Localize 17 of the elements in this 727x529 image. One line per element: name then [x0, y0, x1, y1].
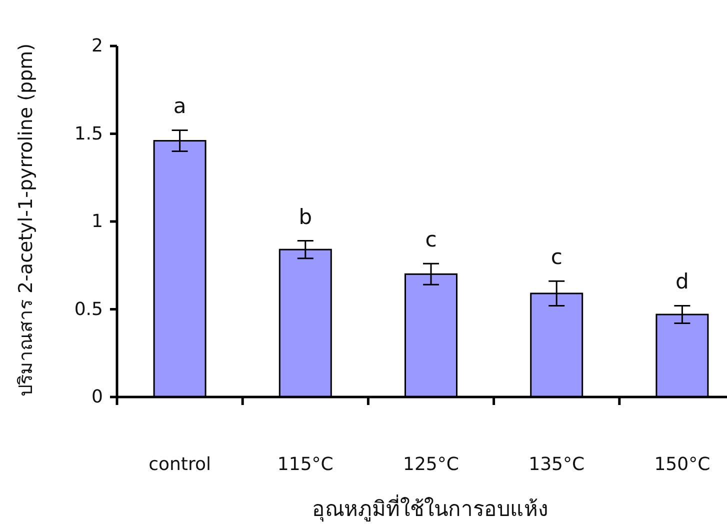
y-tick-label: 0.5 — [74, 298, 103, 320]
annotation: c — [425, 228, 437, 252]
y-tick-label: 0 — [92, 386, 103, 408]
annotation: c — [550, 245, 562, 270]
y-tick-label: 1.5 — [74, 123, 103, 144]
annotation: a — [173, 94, 186, 118]
x-tick-label: control — [148, 454, 212, 475]
annotation: d — [676, 270, 689, 294]
y-tick-label: 1 — [92, 211, 103, 232]
x-tick-label: 150°C — [654, 454, 710, 475]
y-tick-label: 2 — [92, 36, 103, 56]
x-tick-label: 125°C — [403, 454, 459, 475]
x-tick-label: 115°C — [277, 454, 334, 475]
y-axis-title: ปริมาณสาร 2-acetyl-1-pyrroline (ppm) — [15, 43, 37, 397]
annotation: b — [298, 204, 312, 229]
x-tick-label: 135°C — [528, 454, 585, 475]
x-axis-title: อุณหภูมิที่ใช้ในการอบแห้ง — [312, 494, 548, 522]
